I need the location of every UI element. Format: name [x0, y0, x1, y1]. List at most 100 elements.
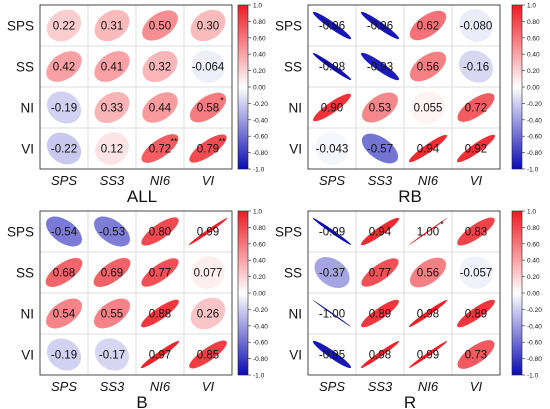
colorbar-tick-label: 0.20 — [253, 274, 266, 281]
colorbar-tick-label: 0.80 — [253, 19, 266, 26]
correlation-ellipse — [45, 216, 83, 247]
cell-value-label: -0.22 — [51, 144, 77, 156]
correlation-ellipse — [141, 299, 179, 328]
row-label: SS — [284, 60, 302, 75]
cell-value-label: 0.26 — [197, 309, 219, 321]
colorbar-tick-label: 0.20 — [527, 274, 540, 281]
correlation-ellipse — [315, 132, 349, 165]
cell-value-label: 0.58 — [197, 103, 219, 115]
cell-value-label: -0.37 — [319, 268, 345, 280]
cell-value-label: 0.72 — [149, 144, 171, 156]
colorbar-tick-label: -1.0 — [527, 373, 539, 380]
correlation-ellipse — [312, 300, 352, 327]
cell-value-label: 0.55 — [101, 309, 123, 321]
correlation-ellipse — [362, 92, 398, 123]
correlation-ellipse — [361, 299, 399, 328]
correlation-ellipse — [361, 133, 399, 164]
panel-title: R — [404, 393, 416, 409]
correlation-ellipse — [411, 91, 445, 124]
colorbar-tick-label: 0.60 — [253, 35, 266, 42]
correlation-ellipse — [360, 11, 400, 40]
significance-stars: ** — [170, 137, 178, 147]
significance-stars: ** — [218, 137, 226, 147]
correlation-ellipse — [189, 134, 227, 163]
column-label: NI6 — [418, 379, 439, 394]
panel-all: 0.22 0.31 0.50 0.30 0.42 0.41 0.32 -0.064 -0.19 0… — [7, 3, 268, 207]
colorbar-tick-label: 0.60 — [527, 241, 540, 248]
cell-value-label: -0.53 — [99, 227, 125, 239]
cell-value-label: 0.99 — [417, 350, 439, 362]
cell-value-label: -0.54 — [51, 227, 78, 239]
cell-value-label: 0.33 — [101, 103, 123, 115]
correlation-ellipse — [142, 10, 178, 41]
cell-value-label: -0.99 — [319, 227, 345, 239]
colorbar-tick-label: 0.00 — [253, 85, 266, 92]
column-label: NI6 — [418, 173, 439, 188]
cell-value-label: 0.62 — [417, 21, 439, 33]
correlation-ellipse — [46, 132, 82, 165]
cell-value-label: 0.077 — [194, 268, 223, 280]
panel-title: ALL — [127, 187, 157, 206]
cell-value-label: 0.89 — [465, 309, 487, 321]
colorbar-tick-label: -0.40 — [253, 323, 268, 330]
column-label: VI — [470, 379, 483, 394]
cell-value-label: -0.17 — [99, 350, 125, 362]
cell-value-label: 0.50 — [149, 21, 171, 33]
cell-value-label: 0.055 — [414, 103, 443, 115]
significance-stars: * — [220, 96, 224, 106]
cell-value-label: 0.94 — [369, 227, 392, 239]
colorbar-tick-label: -0.60 — [253, 340, 268, 347]
column-label: NI6 — [150, 379, 171, 394]
cell-value-label: -0.96 — [367, 21, 393, 33]
colorbar — [511, 210, 523, 376]
cell-value-label: 0.77 — [149, 268, 171, 280]
colorbar-tick-label: 0.80 — [527, 19, 540, 26]
cell-value-label: -0.043 — [316, 144, 349, 156]
colorbar-tick-label: -1.0 — [253, 167, 265, 174]
correlation-ellipse — [313, 93, 351, 122]
cell-value-label: -0.98 — [319, 62, 345, 74]
cell-value-label: 0.53 — [369, 103, 391, 115]
colorbar-tick-label: -0.60 — [527, 340, 542, 347]
correlation-ellipse — [457, 134, 495, 163]
column-label: SS3 — [368, 173, 393, 188]
column-label: VI — [470, 173, 483, 188]
cell-value-label: 0.42 — [53, 62, 75, 74]
correlation-ellipse — [457, 299, 495, 328]
colorbar-tick-label: 0.40 — [527, 258, 540, 265]
column-label: VI — [202, 173, 215, 188]
correlation-ellipse — [408, 299, 448, 328]
correlation-ellipse — [458, 50, 494, 83]
cell-value-label: 0.97 — [149, 350, 171, 362]
colorbar-tick-label: 1.0 — [527, 3, 536, 10]
row-label: SPS — [275, 225, 302, 240]
correlation-ellipse — [140, 340, 180, 369]
correlation-ellipse — [408, 134, 448, 163]
correlation-ellipse — [190, 297, 226, 330]
cell-value-label: 0.73 — [465, 350, 487, 362]
correlation-ellipse — [46, 338, 82, 371]
correlation-ellipse — [45, 298, 83, 329]
colorbar-tick-label: -0.40 — [527, 117, 542, 124]
cell-value-label: 0.83 — [465, 227, 487, 239]
colorbar-tick-label: -0.40 — [253, 117, 268, 124]
correlation-ellipse — [141, 217, 179, 246]
colorbar-tick-label: -0.20 — [253, 101, 268, 108]
cell-value-label: 0.41 — [101, 62, 123, 74]
colorbar-tick-label: -0.60 — [253, 134, 268, 141]
correlation-ellipse — [94, 91, 130, 124]
cell-value-label: -0.57 — [367, 144, 393, 156]
correlation-ellipse — [94, 9, 130, 42]
row-label: SS — [16, 266, 34, 281]
colorbar-tick-label: -0.80 — [527, 150, 542, 157]
colorbar-tick-label: 0.80 — [253, 225, 266, 232]
correlation-ellipse — [312, 340, 352, 369]
colorbar-tick-label: -0.40 — [527, 323, 542, 330]
correlation-ellipse — [360, 52, 400, 81]
correlation-ellipse — [141, 258, 179, 287]
cell-value-label: 0.68 — [53, 268, 75, 280]
colorbar — [237, 4, 249, 170]
cell-value-label: 0.79 — [197, 144, 219, 156]
colorbar-tick-label: -0.20 — [527, 307, 542, 314]
